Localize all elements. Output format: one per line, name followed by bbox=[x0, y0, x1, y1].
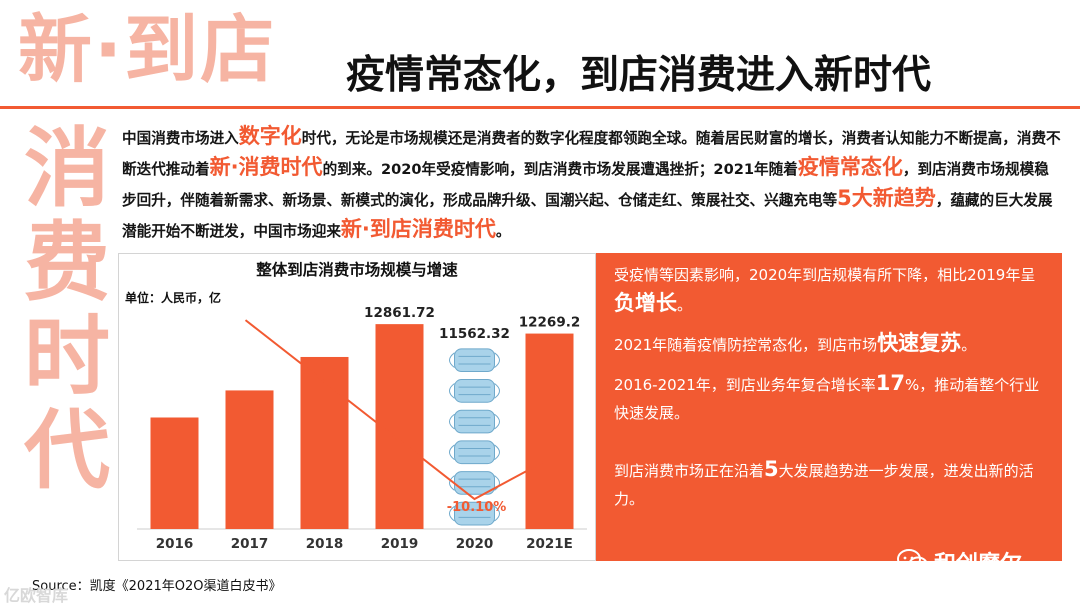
market-size-chart: 2016 2017 2018 12861.72 2019 11562.32 2020 1226… bbox=[118, 253, 596, 561]
bar bbox=[150, 417, 199, 529]
panel-paragraph: 受疫情等因素影响，2020年到店规模有所下降，相比2019年呈负增长。 bbox=[614, 261, 1046, 319]
value-label: 12861.72 bbox=[364, 305, 435, 321]
growth-label: -10.10% bbox=[447, 500, 507, 515]
intro-text: 的到来。2020年受疫情影响，到店消费市场发展遭遇挫折；2021年随着 bbox=[322, 161, 798, 178]
intro-text: 时代，无论是市场规模还是消费者的数字化程度都领跑全球。随着居民财富的增长，消费者… bbox=[122, 130, 1061, 178]
mask-icon bbox=[449, 379, 500, 403]
vertical-char: 消 bbox=[24, 119, 110, 219]
headline: 疫情常态化，到店消费进入新时代 bbox=[346, 53, 932, 98]
vertical-char: 代 bbox=[24, 401, 110, 501]
corner-watermark: 亿欧智库 bbox=[4, 586, 69, 605]
x-tick-label: 2016 bbox=[156, 536, 194, 552]
bar bbox=[225, 390, 274, 529]
intro-text: 中国消费市场进入 bbox=[122, 130, 239, 147]
mask-icon bbox=[449, 440, 500, 465]
panel-highlight: 快速复苏 bbox=[877, 331, 962, 355]
panel-text: 2021年随着疫情防控常态化，到店市场 bbox=[614, 336, 878, 354]
intro-text: 。 bbox=[495, 223, 511, 240]
bar bbox=[375, 324, 424, 529]
big-title: 新·到店 bbox=[18, 7, 277, 93]
intro-paragraph: 中国消费市场进入数字化时代，无论是市场规模还是消费者的数字化程度都领跑全球。随着… bbox=[122, 122, 1062, 246]
info-panel: 受疫情等因素影响，2020年到店规模有所下降，相比2019年呈负增长。 2021… bbox=[596, 253, 1062, 561]
intro-text: ，蕴藏的巨大发展潜能开始不断迸发，中国市场迎来 bbox=[122, 192, 1053, 240]
source-note: Source：凯度《2021年O2O渠道白皮书》 bbox=[32, 579, 282, 594]
panel-paragraph: 到店消费市场正在沿着5大发展趋势进一步发展，进发出新的活力。 bbox=[614, 455, 1046, 513]
panel-text: %，推动着整个行业快速发展。 bbox=[614, 376, 1040, 422]
vertical-title: 消 费 时 代 bbox=[12, 122, 122, 498]
panel-paragraph: 2016-2021年，到店业务年复合增长率17%，推动着整个行业快速发展。 bbox=[614, 369, 1046, 427]
value-label: 11562.32 bbox=[439, 326, 510, 342]
mask-icon bbox=[449, 501, 500, 526]
panel-highlight: 5 bbox=[764, 457, 779, 481]
x-tick-label: 2017 bbox=[231, 536, 269, 552]
intro-highlight: 数字化 bbox=[238, 124, 302, 148]
intro-highlight: 5大新趋势 bbox=[837, 186, 936, 210]
wechat-icon bbox=[897, 549, 928, 574]
chart-title: 整体到店消费市场规模与增速 bbox=[256, 261, 458, 279]
panel-highlight: 17 bbox=[875, 371, 905, 395]
panel-text: 。 bbox=[961, 336, 977, 354]
panel-text: 大发展趋势进一步发展，进发出新的活力。 bbox=[614, 462, 1034, 508]
vertical-char: 费 bbox=[24, 213, 110, 313]
bar bbox=[300, 356, 349, 529]
panel-text: 到店消费市场正在沿着 bbox=[614, 462, 765, 480]
chart-unit: 单位：人民币，亿 bbox=[125, 291, 222, 305]
intro-highlight: 新·到店消费时代 bbox=[340, 217, 496, 241]
intro-text: ，到店消费市场规模稳步回升，伴随着新需求、新场景、新模式的演化，形成品牌升级、国… bbox=[122, 161, 1049, 209]
intro-highlight: 疫情常态化 bbox=[797, 155, 903, 179]
brand-watermark: 和创摩尔 bbox=[896, 546, 1022, 578]
mask-icon bbox=[449, 348, 500, 373]
panel-text: 受疫情等因素影响，2020年到店规模有所下降，相比2019年呈 bbox=[614, 266, 1036, 284]
value-label: 12269.2 bbox=[519, 315, 581, 331]
panel-text: 2016-2021年，到店业务年复合增长率 bbox=[614, 376, 876, 394]
divider bbox=[0, 106, 1080, 109]
panel-highlight: 负增长 bbox=[614, 291, 677, 315]
growth-line bbox=[244, 319, 544, 501]
panel-text: 。 bbox=[677, 296, 693, 314]
mask-icon bbox=[449, 409, 500, 434]
mask-icon bbox=[449, 471, 500, 495]
intro-highlight: 新·消费时代 bbox=[209, 155, 323, 179]
x-tick-label: 2018 bbox=[306, 536, 344, 552]
vertical-char: 时 bbox=[24, 307, 110, 407]
x-tick-label: 2019 bbox=[381, 536, 419, 552]
x-tick-label: 2021E bbox=[526, 536, 573, 552]
watermark-text: 和创摩尔 bbox=[934, 552, 1023, 577]
panel-paragraph: 2021年随着疫情防控常态化，到店市场快速复苏。 bbox=[614, 329, 1046, 359]
bar bbox=[525, 333, 574, 529]
chart-canvas: 2016 2017 2018 12861.72 2019 11562.32 2020 1226… bbox=[137, 305, 587, 552]
x-tick-label: 2020 bbox=[456, 536, 494, 552]
